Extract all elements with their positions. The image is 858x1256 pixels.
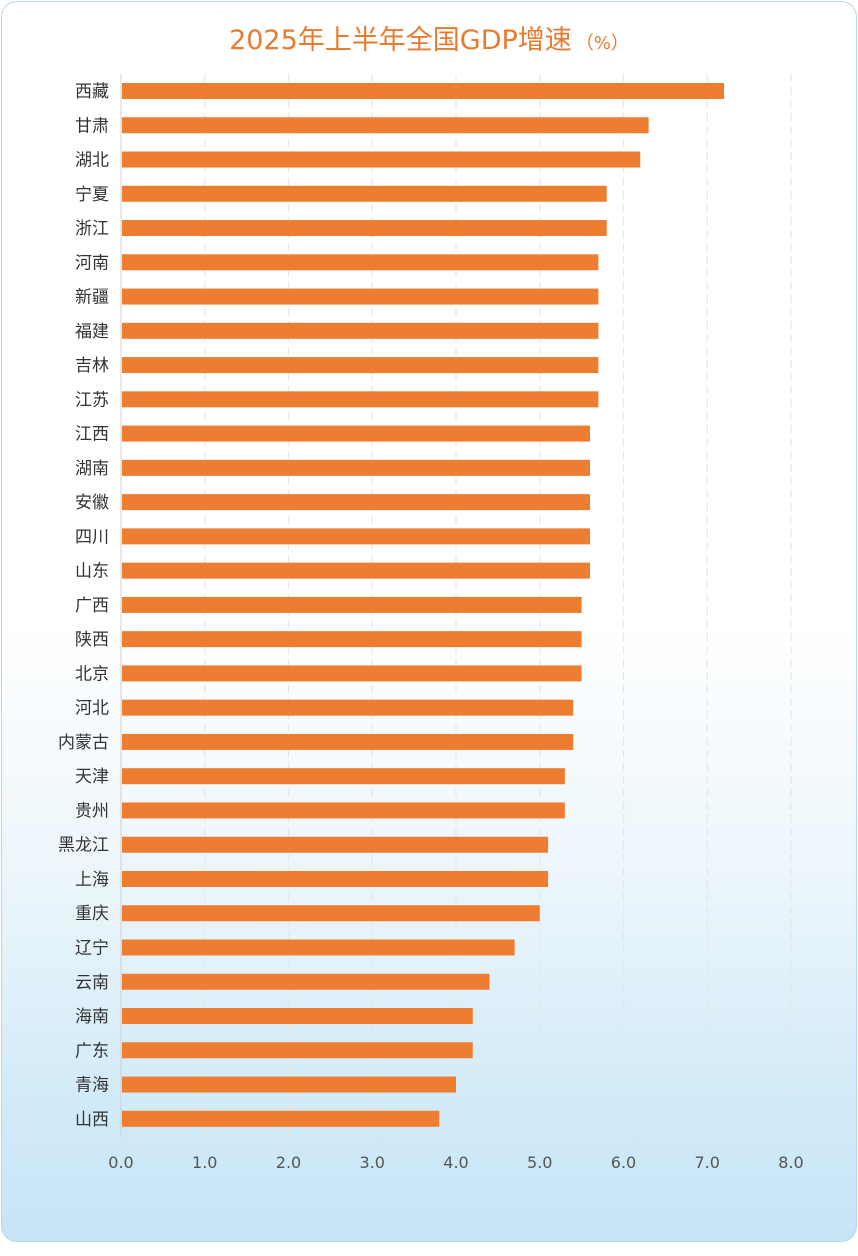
x-tick-label: 6.0: [611, 1153, 636, 1172]
x-tick-label: 3.0: [360, 1153, 385, 1172]
bar: [122, 562, 590, 579]
category-label: 山西: [75, 1110, 109, 1130]
bar: [122, 1042, 473, 1059]
bar: [122, 254, 599, 271]
bar: [122, 939, 515, 956]
bar: [122, 494, 590, 511]
category-label: 上海: [75, 870, 109, 890]
x-tick-label: 7.0: [695, 1153, 720, 1172]
chart-title: 2025年上半年全国GDP增速 （%）: [2, 18, 856, 57]
category-label: 天津: [75, 767, 109, 787]
bar: [122, 322, 599, 339]
bar: [122, 117, 649, 134]
category-label: 新疆: [75, 288, 109, 308]
category-label: 江苏: [75, 390, 109, 410]
bar: [122, 665, 582, 682]
category-label: 福建: [75, 322, 109, 342]
bar: [122, 425, 590, 442]
chart-unit: （%）: [575, 33, 629, 54]
bar: [122, 1008, 473, 1025]
category-label: 安徽: [75, 493, 109, 513]
bar: [122, 631, 582, 648]
bar: [122, 288, 599, 305]
category-label: 辽宁: [75, 939, 109, 959]
x-tick-label: 0.0: [108, 1153, 133, 1172]
bar: [122, 836, 549, 853]
bar: [122, 391, 599, 408]
category-label: 黑龙江: [58, 836, 109, 856]
category-label: 湖北: [75, 151, 109, 171]
bar: [122, 973, 490, 990]
bar: [122, 596, 582, 613]
x-tick-label: 8.0: [778, 1153, 803, 1172]
x-tick-label: 5.0: [527, 1153, 552, 1172]
category-label: 内蒙古: [58, 733, 109, 753]
x-tick-label: 2.0: [276, 1153, 301, 1172]
category-label: 宁夏: [75, 185, 109, 205]
category-label: 贵州: [75, 801, 109, 821]
category-label: 吉林: [75, 356, 109, 376]
category-label: 青海: [75, 1076, 109, 1096]
bar: [122, 768, 565, 785]
category-label: 云南: [75, 973, 109, 993]
bar: [122, 151, 641, 168]
bar: [122, 870, 549, 887]
bar: [122, 528, 590, 545]
category-label: 重庆: [75, 904, 109, 924]
category-label: 浙江: [75, 219, 109, 239]
category-label: 河北: [75, 699, 109, 719]
bar: [122, 905, 540, 922]
category-label: 四川: [75, 527, 109, 547]
bar: [122, 459, 590, 476]
category-label: 陕西: [75, 630, 109, 650]
bar: [122, 802, 565, 819]
category-label: 甘肃: [75, 116, 109, 136]
bar: [122, 1110, 440, 1127]
x-axis-ticks: 0.0 1.0 2.0 3.0 4.0 5.0 6.0 7.0 8.0: [108, 1153, 803, 1172]
category-label: 西藏: [75, 82, 109, 102]
category-label: 广西: [75, 596, 109, 616]
bar: [122, 357, 599, 374]
bar: [122, 185, 607, 202]
category-labels: 西藏甘肃湖北宁夏浙江河南新疆福建吉林江苏江西湖南安徽四川山东广西陕西北京河北内蒙…: [58, 82, 109, 1130]
bar: [122, 1076, 456, 1093]
bar: [122, 733, 574, 750]
chart-title-text: 2025年上半年全国GDP增速: [229, 25, 572, 56]
x-tick-label: 1.0: [192, 1153, 217, 1172]
category-label: 广东: [75, 1041, 109, 1061]
bar: [122, 699, 574, 716]
bars: [122, 83, 724, 1127]
category-label: 江西: [75, 425, 109, 445]
category-label: 河南: [75, 253, 109, 273]
x-tick-label: 4.0: [443, 1153, 468, 1172]
grid-lines: [120, 74, 792, 1137]
category-label: 海南: [75, 1007, 109, 1027]
category-label: 北京: [75, 664, 109, 684]
bar: [122, 83, 724, 99]
category-label: 湖南: [75, 459, 109, 479]
category-label: 山东: [75, 562, 109, 582]
bar: [122, 220, 607, 237]
